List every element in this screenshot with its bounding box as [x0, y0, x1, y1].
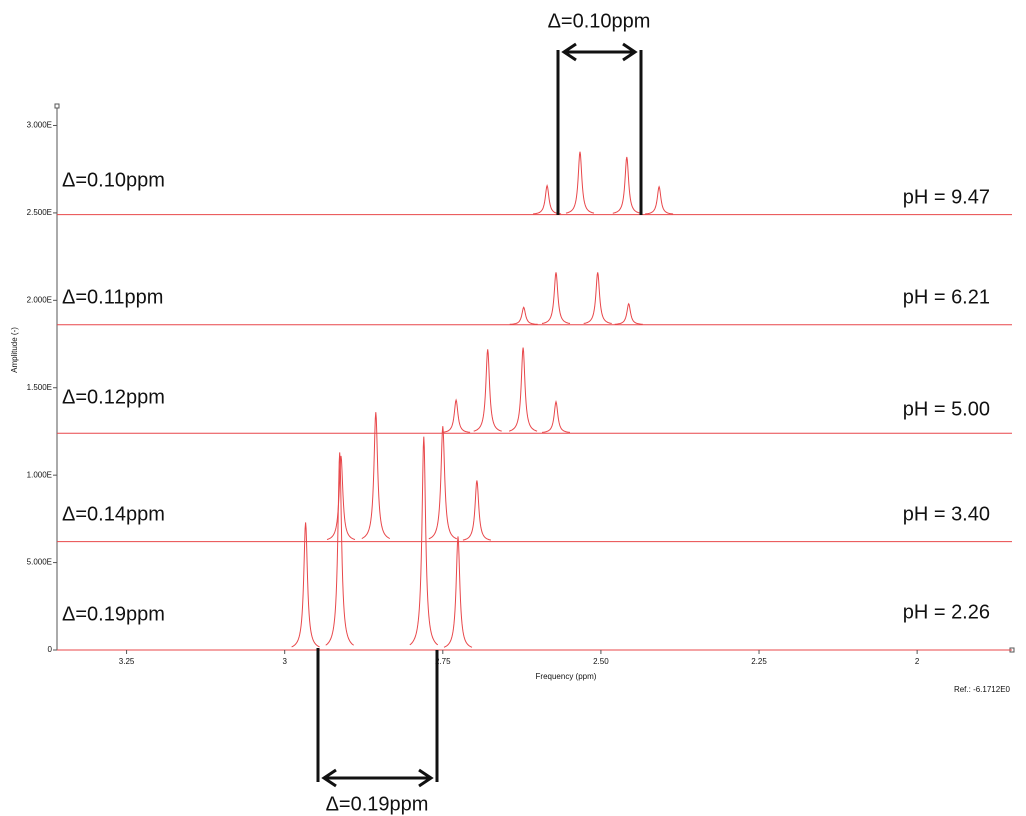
peak	[533, 184, 562, 215]
y-tick-label: 3.000E	[27, 121, 52, 130]
top-bracket	[556, 42, 643, 215]
y-tick-label: 0	[48, 645, 53, 654]
reference: Ref.: -6.1712E0	[954, 685, 1011, 694]
ph-label: pH = 5.00	[903, 398, 990, 420]
delta-label: Δ=0.11ppm	[62, 286, 163, 308]
x-tick-label: 2.50	[593, 657, 609, 666]
y-tick-label: 1.000E	[27, 470, 52, 479]
peak	[325, 452, 354, 646]
peak	[428, 426, 457, 540]
peak	[583, 272, 612, 324]
delta-label: Δ=0.19ppm	[62, 603, 165, 625]
top-annotation: Δ=0.10ppm	[548, 10, 651, 32]
bottom-bracket	[316, 648, 439, 788]
x-axis-label: Frequency (ppm)	[536, 672, 597, 681]
peak	[565, 151, 595, 214]
y-tick-label: 2.500E	[27, 208, 52, 217]
peak	[542, 400, 570, 433]
peak	[462, 480, 491, 541]
x-tick-label: 3	[282, 657, 287, 666]
delta-label: Δ=0.10ppm	[62, 169, 165, 191]
peak	[645, 185, 674, 215]
peak	[612, 156, 641, 214]
ph-label: pH = 9.47	[903, 186, 990, 208]
x-tick-label: 2	[915, 657, 920, 666]
bottom-annotation: Δ=0.19ppm	[326, 793, 429, 815]
peak	[614, 302, 643, 325]
y-tick-label: 5.000E	[27, 558, 52, 567]
ph-label: pH = 2.26	[903, 601, 990, 623]
peak	[361, 412, 390, 539]
x-tick-label: 2.25	[751, 657, 767, 666]
peak	[291, 522, 320, 648]
peak	[442, 398, 471, 433]
delta-label: Δ=0.14ppm	[62, 503, 165, 525]
y-tick-label: 2.000E	[27, 295, 52, 304]
x-tick-label: 2.75	[435, 657, 451, 666]
y-tick-label: 1.500E	[27, 383, 52, 392]
peak	[409, 436, 439, 646]
peak	[509, 306, 538, 325]
peak	[443, 536, 473, 648]
y-axis-label: Amplitude (-)	[10, 327, 19, 373]
peak	[473, 349, 502, 432]
x-tick-label: 3.25	[119, 657, 135, 666]
peak	[541, 272, 571, 324]
delta-label: Δ=0.12ppm	[62, 386, 165, 408]
axis-handle	[54, 103, 60, 109]
peak	[326, 455, 356, 540]
ph-label: pH = 3.40	[903, 503, 990, 525]
peak	[509, 347, 538, 432]
spectra	[57, 151, 1012, 651]
ph-label: pH = 6.21	[903, 286, 990, 308]
